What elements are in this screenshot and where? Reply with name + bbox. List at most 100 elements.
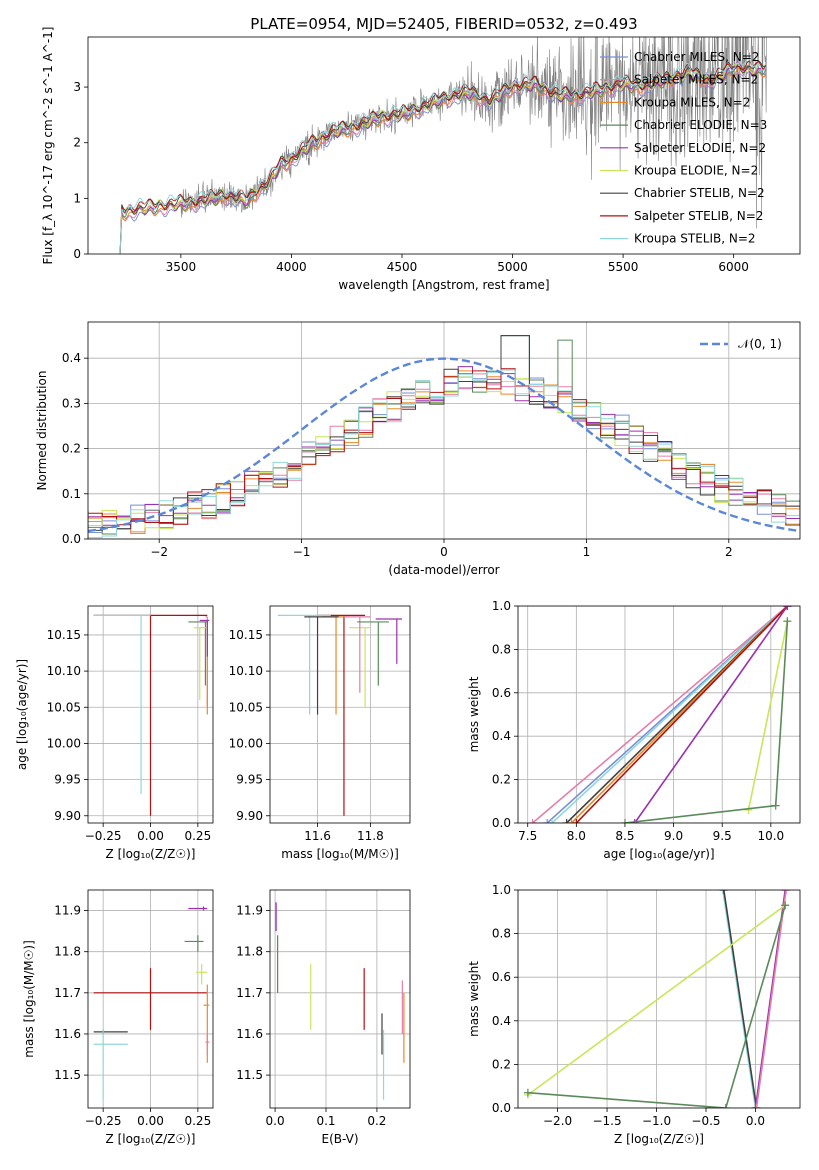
x-axis-label: E(B-V): [321, 1132, 358, 1146]
y-axis-label: mass weight: [467, 961, 481, 1037]
axes-frame: [87, 36, 801, 255]
y-tick-label: 0.8: [492, 927, 511, 941]
x-tick-label: 9.0: [664, 829, 683, 843]
x-tick-label: 0.0: [746, 1114, 765, 1128]
x-axis-label: wavelength [Angstrom, rest frame]: [338, 278, 549, 292]
x-tick-label: 0.1: [316, 1114, 335, 1128]
x-axis-label: mass [log₁₀(M/M☉)]: [281, 847, 399, 861]
series-salpeter_stelib: [575, 606, 788, 823]
y-tick-label: 0.2: [492, 1057, 511, 1071]
y-tick-label: 2: [73, 136, 81, 150]
y-tick-label: 10.00: [47, 736, 81, 750]
legend-entry: Kroupa ELODIE, N=2: [634, 164, 758, 178]
x-tick-label: 4000: [276, 260, 307, 274]
y-tick-label: 9.95: [54, 773, 81, 787]
chart-mass_vs_ebv: 0.0 0.1 0.2 11.5 11.6 11.7 11.8 11.9 E(B-V): [236, 889, 411, 1146]
y-tick-label: 1: [73, 191, 81, 205]
x-axis-label: Z [log₁₀(Z/Z☉)]: [106, 847, 196, 861]
y-tick-label: 0.0: [62, 532, 81, 546]
x-tick-label: −2: [150, 545, 168, 559]
y-axis-label: age [log₁₀(age/yr)]: [15, 659, 29, 770]
y-tick-label: 9.90: [54, 809, 81, 823]
y-tick-label: 0.2: [492, 773, 511, 787]
histogram-kroupa_stelib: [88, 369, 800, 539]
chart-weight_vs_age: 7.5 8.0 8.5 9.0 9.5 10.0 0.0 0.2 0.4 0.6 0.8 1.0 age…: [467, 599, 801, 861]
x-axis-label: Z [log₁₀(Z/Z☉)]: [614, 1132, 704, 1146]
model-chabrier_stelib: [119, 60, 766, 254]
point-marker: [718, 890, 727, 894]
plot-area: [119, 37, 767, 254]
series-salpeter_miles: [532, 606, 788, 823]
point-marker: [744, 805, 753, 814]
x-tick-label: 0.25: [184, 1114, 211, 1128]
point-marker: [752, 1104, 761, 1108]
x-tick-label: 0.00: [137, 1114, 164, 1128]
legend-entry: Kroupa STELIB, N=2: [634, 232, 756, 246]
point-marker: [528, 819, 537, 823]
x-tick-label: −1.5: [592, 1114, 621, 1128]
axes-frame: [269, 889, 411, 1109]
y-tick-label: 3: [73, 80, 81, 94]
point-marker: [783, 606, 792, 610]
legend-entry: Salpeter MILES, N=2: [634, 73, 758, 87]
y-tick-label: 11.8: [236, 945, 263, 959]
y-tick-label: 11.5: [54, 1068, 81, 1082]
y-axis-label: mass [log₁₀(M/M☉)]: [22, 940, 36, 1058]
x-tick-label: 5500: [608, 260, 639, 274]
x-tick-label: 0.25: [184, 829, 211, 843]
y-tick-label: 0.6: [492, 970, 511, 984]
x-tick-label: 4500: [387, 260, 418, 274]
x-tick-label: −1: [293, 545, 311, 559]
x-tick-label: −2.0: [543, 1114, 572, 1128]
y-tick-label: 9.90: [236, 809, 263, 823]
plot-area: [88, 606, 213, 823]
legend-entry: Chabrier ELODIE, N=3: [634, 118, 767, 132]
y-tick-label: 0.4: [492, 729, 511, 743]
y-tick-label: 1.0: [492, 883, 511, 897]
x-tick-label: −1.0: [642, 1114, 671, 1128]
y-tick-label: 0.0: [492, 1101, 511, 1115]
chart-residuals: −2 −1 0 1 2 0.0 0.1 0.2 0.3 0.4 (data-model)/error…: [35, 321, 801, 577]
point-marker: [543, 819, 552, 823]
x-tick-label: 0.0: [266, 1114, 285, 1128]
legend-entry: 𝒩(0, 1): [738, 337, 782, 351]
x-tick-label: 6000: [718, 260, 749, 274]
point-marker: [523, 1088, 532, 1097]
y-tick-label: 10.10: [47, 664, 81, 678]
model-salpeter_elodie: [119, 61, 767, 254]
y-tick-label: 10.05: [229, 700, 263, 714]
y-axis-label: Normed distribution: [35, 371, 49, 491]
series-chabrier_elodie: [527, 905, 786, 1108]
y-tick-label: 10.15: [229, 628, 263, 642]
y-tick-label: 0.6: [492, 686, 511, 700]
series-kroupa_stelib: [551, 606, 788, 823]
x-tick-label: 8.5: [615, 829, 634, 843]
point-marker: [721, 1104, 730, 1108]
series-salpeter_elodie: [634, 606, 789, 823]
axes-frame: [269, 605, 411, 824]
x-tick-label: 5000: [497, 260, 528, 274]
model-kroupa_stelib: [119, 57, 767, 254]
y-tick-label: 11.6: [54, 1027, 81, 1041]
chart-mass_vs_Z: −0.25 0.00 0.25 11.5 11.6 11.7 11.8 11.9 Z [log₁…: [22, 889, 214, 1146]
series-kroupa_elodie: [747, 621, 789, 811]
x-tick-label: 10.0: [757, 829, 784, 843]
plot-area: [88, 890, 213, 1108]
x-tick-label: 2: [725, 545, 733, 559]
series-salpeter_miles: [755, 890, 787, 1108]
point-marker: [781, 901, 790, 910]
normal-curve: [88, 357, 800, 533]
point-marker: [548, 819, 557, 823]
point-marker: [771, 801, 780, 810]
y-tick-label: 0.4: [62, 351, 81, 365]
axes-frame: [87, 321, 801, 540]
legend-entry: Chabrier STELIB, N=2: [634, 186, 765, 200]
point-marker: [630, 819, 639, 823]
plot-area: [518, 890, 800, 1108]
x-axis-label: Z [log₁₀(Z/Z☉)]: [106, 1132, 196, 1146]
plot-area: [270, 890, 410, 1108]
y-tick-label: 10.00: [229, 736, 263, 750]
chart-age_vs_Z: −0.25 0.00 0.25 9.90 9.95 10.00 10.05 10.10 10.1…: [15, 605, 214, 861]
plot-area: [270, 606, 410, 823]
chart-spectrum: 3500 4000 4500 5000 5500 6000 0 1 2 3 wavelength […: [41, 15, 801, 292]
